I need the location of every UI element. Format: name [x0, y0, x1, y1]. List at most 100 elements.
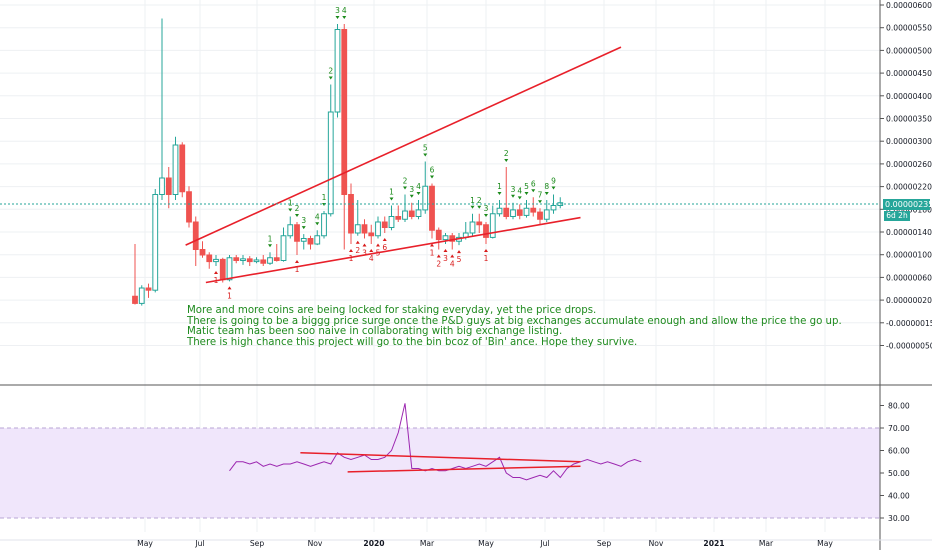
price-tick-label: -0.00000015 — [886, 319, 932, 328]
td-count-label: 2 — [436, 260, 441, 269]
candle-body — [516, 209, 523, 216]
candle-body — [334, 29, 341, 113]
td-count-label: 5 — [457, 255, 462, 264]
time-tick-label: 2021 — [703, 539, 724, 548]
td-count-label: 3 — [443, 254, 448, 263]
annotation-text: More and more coins are being locked for… — [187, 305, 842, 348]
td-buy-arrow — [362, 243, 367, 247]
price-tick-label: 0.00000100 — [886, 251, 932, 260]
annotation-line: More and more coins are being locked for… — [187, 305, 597, 316]
td-count-label: 8 — [544, 182, 549, 191]
td-sell-arrow — [430, 175, 434, 179]
td-count-label: 1 — [430, 249, 435, 258]
td-sell-arrow — [315, 222, 320, 226]
time-tick-label: Jul — [539, 539, 549, 548]
td-count-label: 3 — [484, 204, 489, 213]
time-tick-label: May — [478, 539, 494, 548]
td-count-label: 2 — [295, 204, 300, 213]
td-buy-arrow — [436, 254, 441, 258]
price-tick-label: 0.00000260 — [886, 160, 932, 169]
rsi-tick-label: 30.00 — [888, 514, 910, 523]
candle-body — [165, 177, 172, 195]
time-tick-label: Jul — [194, 539, 204, 548]
td-count-label: 1 — [497, 182, 502, 191]
candle-body — [192, 221, 199, 250]
td-count-label: 4 — [342, 6, 347, 15]
price-trendlines — [185, 46, 622, 284]
price-tick-label: 0.00000350 — [886, 115, 932, 124]
candle-body — [240, 258, 246, 262]
td-sell-arrow — [403, 186, 407, 190]
candle-body — [354, 224, 361, 234]
time-tick-label: 2020 — [363, 539, 384, 548]
td-sell-arrow — [389, 197, 394, 201]
rsi-trendline — [347, 465, 581, 473]
annotation-line: Matic team has been soo naive in collabo… — [187, 326, 563, 338]
td-count-label: 3 — [362, 249, 367, 258]
rsi-tick-label: 80.00 — [888, 402, 910, 411]
candle-body — [361, 224, 368, 234]
td-count-label: 2 — [328, 67, 333, 76]
td-buy-arrow — [349, 249, 353, 252]
td-sell-arrow — [416, 192, 421, 195]
candle-body — [483, 224, 489, 238]
time-tick-label: Nov — [308, 539, 323, 548]
td-count-label: 4 — [416, 182, 421, 191]
td-count-label: 1 — [214, 276, 219, 285]
time-tick-label: May — [817, 539, 833, 548]
td-sell-arrow — [423, 153, 428, 157]
time-tick-label: Sep — [250, 539, 264, 548]
td-count-label: 1 — [288, 199, 293, 208]
td-count-label: 6 — [430, 166, 435, 175]
candle-body — [530, 207, 537, 213]
td-count-label: 5 — [524, 182, 529, 191]
last-price-label: 0.00000235 — [883, 199, 932, 210]
time-tick-label: Nov — [649, 539, 664, 548]
rsi-band — [0, 428, 880, 518]
candle-body — [415, 209, 422, 217]
candle-body — [321, 213, 327, 237]
candle-body — [280, 235, 287, 261]
td-sell-arrow — [268, 244, 272, 248]
td-count-label: 5 — [376, 249, 381, 258]
candle-body — [226, 257, 233, 281]
annotation-line: There is high chance this project will g… — [187, 336, 638, 348]
price-tick-label: -0.00000050 — [886, 342, 932, 351]
td-sell-arrow — [477, 205, 482, 209]
td-count-label: 7 — [538, 190, 543, 199]
price-tick-label: 0.00000220 — [886, 183, 932, 192]
td-sell-arrow — [295, 214, 299, 217]
candle-body — [429, 185, 435, 231]
td-sell-arrow — [511, 194, 515, 198]
price-trendline — [185, 46, 622, 246]
candle-body — [368, 232, 375, 237]
candle-body — [294, 224, 300, 242]
candle-body — [186, 191, 192, 223]
candle-body — [267, 257, 273, 264]
price-tick-label: 0.00000600 — [886, 1, 932, 10]
candle-body — [408, 210, 415, 217]
candles — [132, 18, 564, 306]
candle-body — [543, 209, 550, 220]
price-tick-label: 0.00000550 — [886, 24, 932, 33]
candle-body — [375, 221, 381, 237]
td-count-label: 1 — [484, 254, 489, 263]
candle-body — [233, 257, 240, 261]
td-sell-arrow — [335, 16, 340, 19]
time-tick-label: Mar — [759, 539, 774, 548]
td-buy-arrow — [355, 240, 360, 244]
candle-body — [132, 295, 138, 304]
rsi-tick-label: 50.00 — [888, 469, 910, 478]
candle-body — [145, 287, 152, 291]
td-buy-arrow — [443, 249, 448, 252]
candle-body — [179, 144, 186, 193]
candle-body — [537, 211, 543, 220]
td-sell-arrow — [470, 205, 475, 209]
candle-body — [503, 207, 510, 217]
td-count-label: 3 — [511, 185, 516, 194]
time-tick-label: May — [137, 539, 153, 548]
price-tick-label: 0.00000300 — [886, 137, 932, 146]
td-count-label: 4 — [315, 212, 320, 221]
candle-body — [395, 216, 402, 220]
